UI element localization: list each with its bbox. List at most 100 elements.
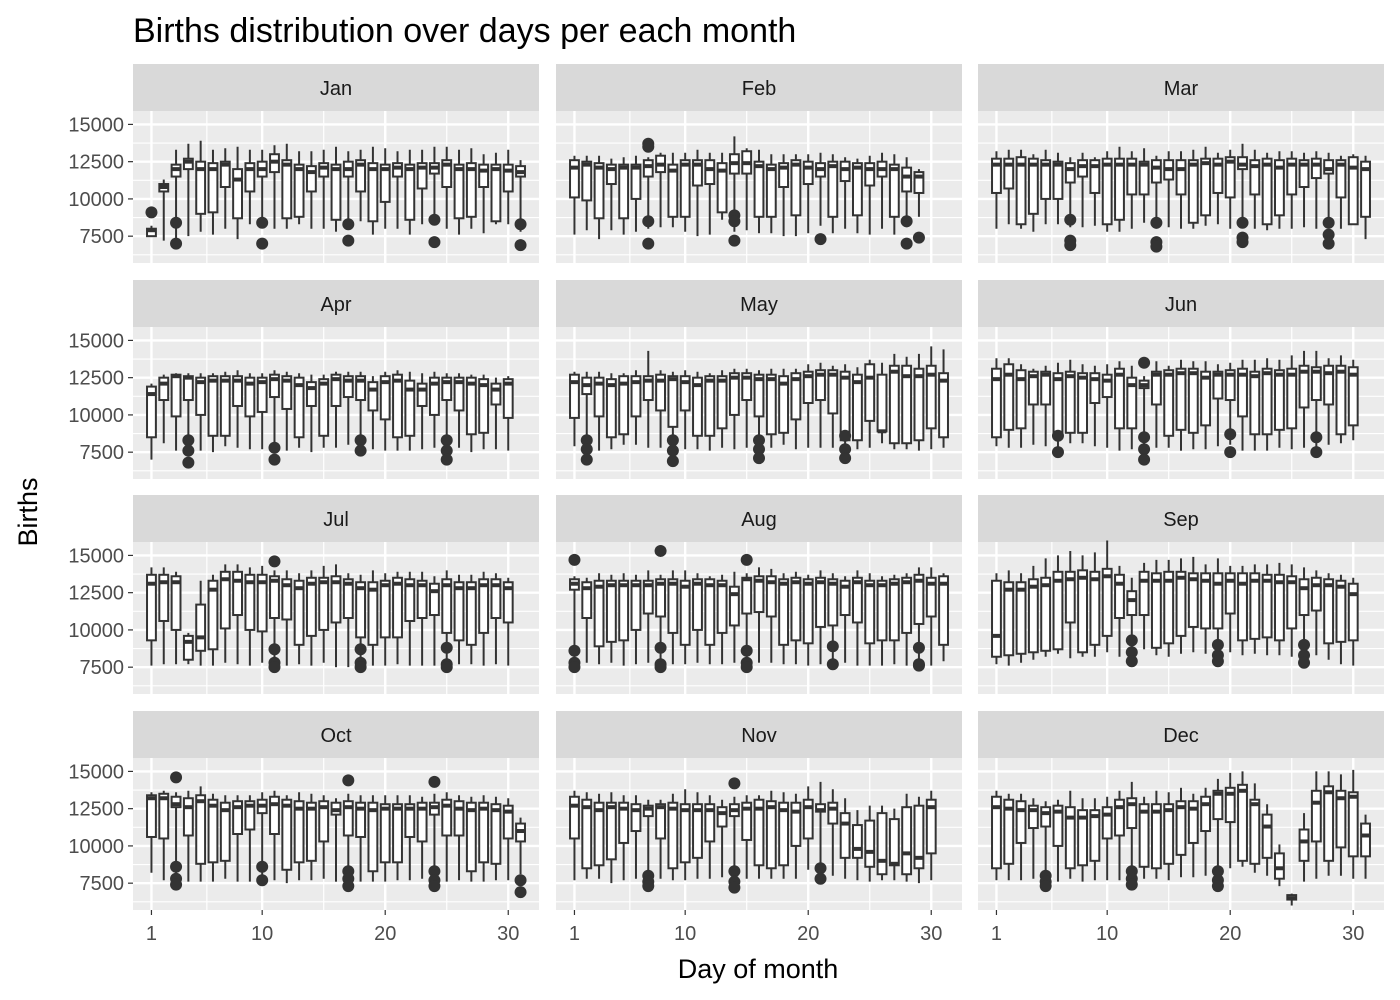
box: [1187, 800, 1199, 844]
box: [367, 581, 379, 646]
outlier-point: [1236, 236, 1249, 249]
box-day-9: [667, 152, 679, 228]
box-day-9: [667, 371, 679, 447]
box: [318, 378, 330, 437]
box-day-2: [1003, 793, 1015, 881]
box: [502, 163, 514, 193]
box: [1261, 813, 1273, 859]
box: [478, 578, 490, 634]
box-day-15: [318, 149, 330, 229]
box: [1003, 581, 1015, 657]
box-day-31: [1360, 155, 1371, 240]
box-day-3: [593, 371, 605, 451]
box: [1150, 370, 1162, 406]
box-day-3: [1015, 149, 1027, 229]
box-day-12: [281, 371, 293, 451]
y-tick-label: 15000: [68, 330, 124, 352]
box: [281, 375, 293, 410]
box: [901, 166, 913, 193]
outlier-point: [568, 644, 581, 657]
box: [1064, 370, 1076, 434]
box: [1187, 159, 1199, 224]
box-day-24: [851, 367, 863, 450]
box-day-11: [1114, 790, 1125, 881]
box: [642, 375, 654, 402]
box: [232, 800, 244, 836]
outlier-point: [170, 771, 183, 784]
outlier-point: [1125, 634, 1138, 647]
box-day-2: [1003, 358, 1015, 448]
box-day-5: [1040, 558, 1052, 657]
box-day-16: [330, 798, 342, 882]
box-day-8: [1077, 152, 1089, 228]
box-day-19: [367, 376, 379, 450]
box-day-13: [293, 373, 305, 448]
box-day-23: [839, 798, 851, 879]
box-day-10: [679, 570, 691, 665]
box-day-6: [207, 574, 219, 666]
box-day-24: [1273, 562, 1285, 656]
facet-panels: Jan 7500 10000 12500 15000 Feb Mar Apr 7500 10000…: [68, 64, 1384, 945]
box-day-8: [655, 370, 667, 448]
box-day-15: [318, 565, 330, 663]
box-day-26: [876, 362, 888, 444]
box-day-29: [1335, 774, 1347, 876]
box: [490, 803, 502, 865]
box-day-5: [618, 157, 630, 235]
box: [1077, 809, 1089, 867]
box-day-18: [355, 149, 367, 222]
box: [1040, 806, 1052, 828]
box-day-13: [716, 574, 728, 665]
box-day-19: [790, 154, 802, 237]
box-day-10: [679, 789, 691, 881]
box: [318, 576, 330, 631]
box: [244, 573, 256, 631]
box: [1249, 159, 1261, 196]
outlier-point: [753, 434, 765, 447]
box-day-11: [1114, 361, 1125, 451]
box: [1323, 578, 1335, 645]
box-day-21: [392, 795, 403, 881]
box-day-13: [293, 792, 305, 881]
box-day-8: [232, 795, 244, 882]
y-tick-label: 7500: [80, 657, 125, 679]
facet-panel-sep: Sep: [978, 495, 1384, 694]
outlier-point: [145, 206, 158, 219]
outlier-point: [268, 643, 281, 656]
box: [1126, 376, 1138, 430]
facet-panel-feb: Feb: [556, 64, 962, 263]
box-day-12: [704, 373, 716, 451]
box-day-2: [1003, 570, 1015, 666]
box: [913, 171, 925, 194]
facet-panel-dec: Dec 1 10 20 30: [978, 711, 1384, 945]
box-day-1: [146, 792, 157, 873]
x-tick-label: 20: [374, 923, 396, 945]
box-day-22: [404, 149, 416, 235]
box: [478, 801, 490, 864]
box: [901, 576, 913, 634]
box: [182, 797, 194, 837]
outlier-point: [839, 443, 852, 456]
strip-background: [556, 711, 962, 758]
outlier-point: [753, 443, 765, 456]
box-day-11: [1114, 146, 1125, 232]
box-day-3: [593, 793, 605, 879]
box: [925, 798, 937, 855]
outlier-point: [428, 236, 441, 249]
box: [888, 818, 900, 867]
box: [704, 159, 716, 186]
facet-panel-mar: Mar: [978, 64, 1384, 263]
box-day-24: [1273, 151, 1285, 229]
box: [667, 801, 679, 870]
box: [913, 804, 925, 870]
box: [569, 795, 580, 840]
box: [1273, 369, 1285, 431]
box-day-16: [753, 567, 765, 663]
box-day-9: [1089, 365, 1101, 447]
box-day-13: [1138, 562, 1150, 650]
box: [569, 159, 580, 199]
box-day-27: [888, 808, 900, 881]
box-day-12: [281, 795, 293, 884]
outlier-point: [342, 880, 355, 893]
outlier-point: [1138, 431, 1151, 444]
